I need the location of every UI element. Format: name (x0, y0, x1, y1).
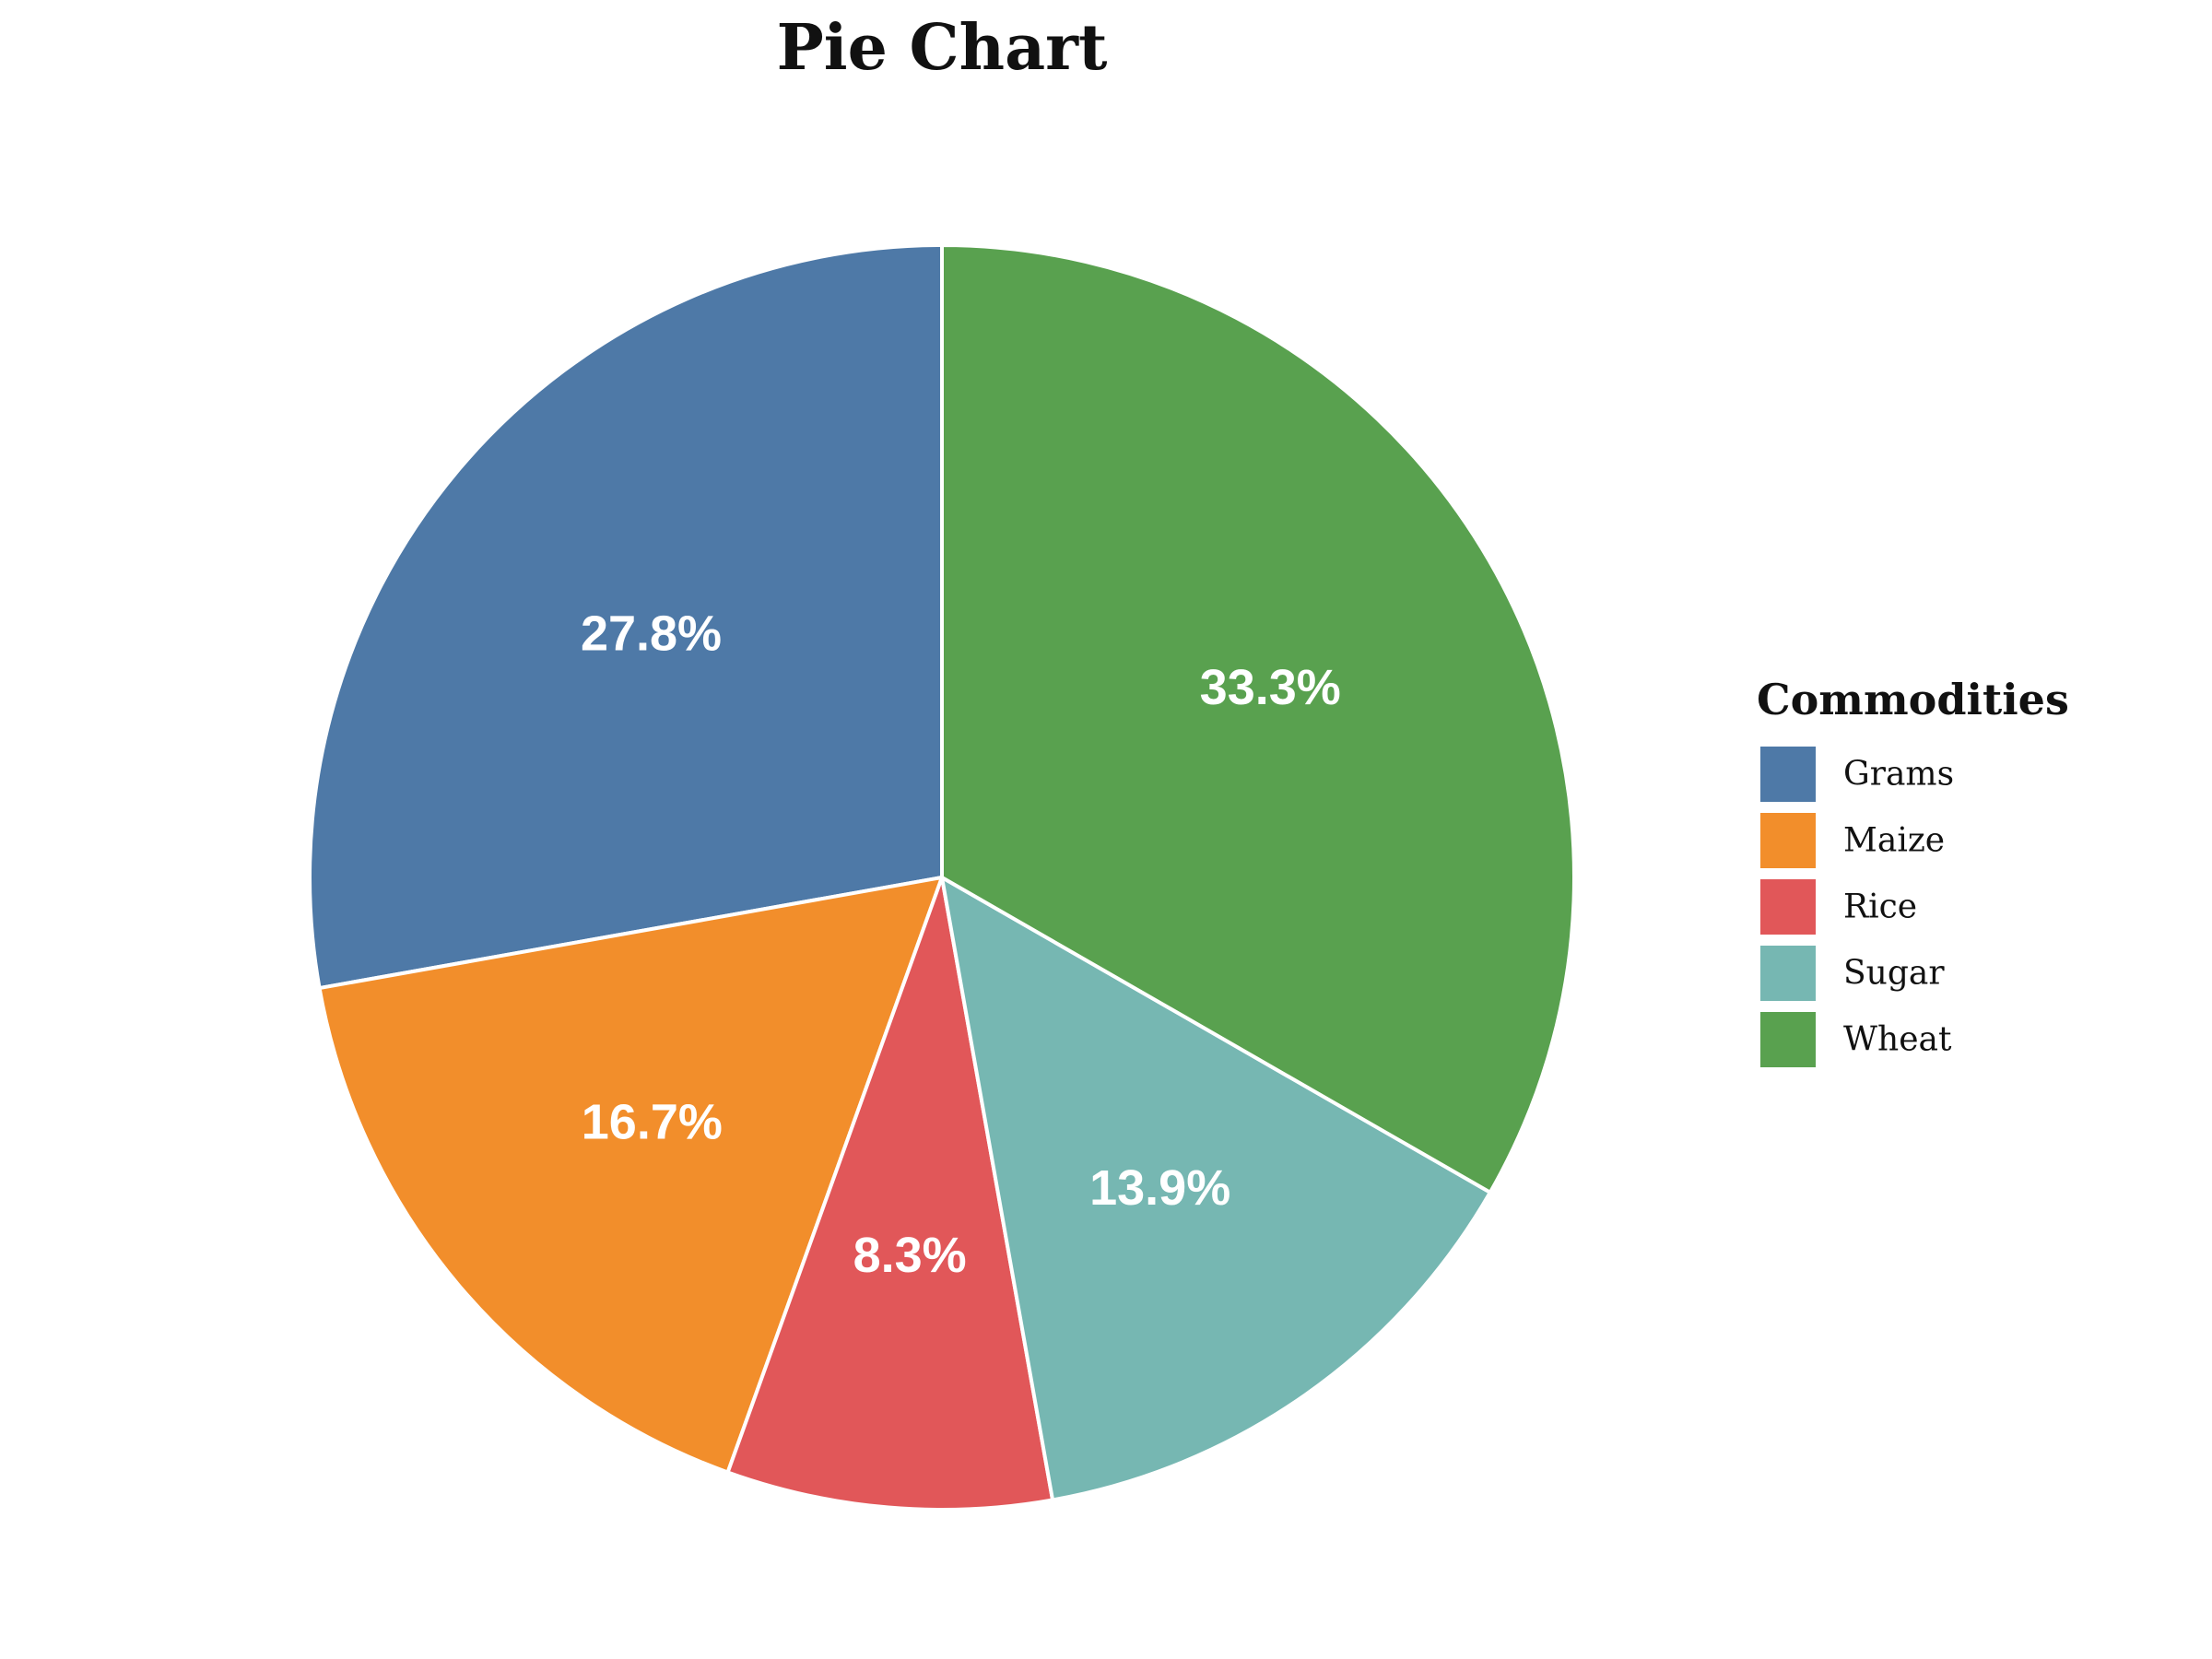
slice-label-sugar: 13.9% (1089, 1160, 1230, 1216)
legend-label-maize: Maize (1843, 822, 1945, 860)
slice-label-wheat: 33.3% (1200, 660, 1341, 715)
legend: Commodities Grams Maize Rice Sugar Wheat (1757, 675, 2069, 1067)
pie-slice-sugar (940, 876, 1492, 1502)
legend-title: Commodities (1757, 675, 2069, 724)
legend-items: Grams Maize Rice Sugar Wheat (1760, 747, 1954, 1067)
legend-label-grams: Grams (1843, 756, 1954, 794)
legend-label-rice: Rice (1843, 888, 1917, 926)
chart-title: Pie Chart (777, 11, 1108, 85)
pie-slices (308, 243, 1576, 1512)
slice-label-maize: 16.7% (582, 1094, 723, 1149)
legend-swatch-wheat (1760, 1012, 1816, 1067)
pie-slice-grams (308, 243, 944, 991)
slice-label-grams: 27.8% (581, 606, 722, 662)
pie-slice-maize (317, 876, 944, 1475)
legend-label-sugar: Sugar (1843, 955, 1945, 993)
legend-swatch-sugar (1760, 946, 1816, 1001)
slice-label-rice: 8.3% (853, 1228, 967, 1283)
pie-slice-rice (725, 876, 1055, 1512)
pie-slice-labels: 27.8% 16.7% 8.3% 13.9% 33.3% (581, 606, 1341, 1283)
pie-slice-wheat (940, 243, 1576, 1194)
legend-label-wheat: Wheat (1843, 1021, 1952, 1059)
legend-swatch-grams (1760, 747, 1816, 802)
legend-swatch-maize (1760, 813, 1816, 868)
legend-swatch-rice (1760, 879, 1816, 935)
